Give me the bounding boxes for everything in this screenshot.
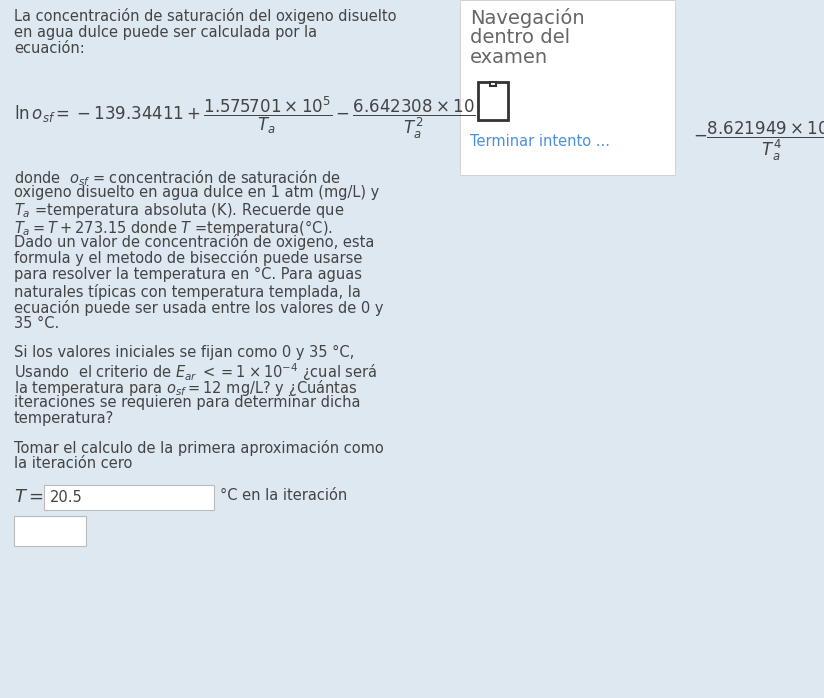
Text: oxigeno disuelto en agua dulce en 1 atm (mg/L) y: oxigeno disuelto en agua dulce en 1 atm …	[14, 184, 379, 200]
Text: $\ln o_{sf} = -139.34411 + \dfrac{1.575701 \times 10^5}{T_a} - \dfrac{6.642308 \: $\ln o_{sf} = -139.34411 + \dfrac{1.5757…	[14, 95, 475, 141]
Text: Navegación: Navegación	[470, 8, 584, 28]
Text: la temperatura para $o_{sf} = 12$ mg/L? y ¿Cuántas: la temperatura para $o_{sf} = 12$ mg/L? …	[14, 378, 358, 398]
Bar	[478, 82, 508, 120]
FancyBboxPatch shape	[44, 484, 214, 510]
Text: $T_a = T + 273.15$ donde $T$ =temperatura(°C).: $T_a = T + 273.15$ donde $T$ =temperatur…	[14, 218, 333, 237]
Bar	[0, 0, 460, 698]
Text: $- \dfrac{8.621949 \times 10^1}{T_a^4}$: $- \dfrac{8.621949 \times 10^1}{T_a^4}$	[693, 117, 824, 163]
Text: Terminar intento ...: Terminar intento ...	[470, 134, 610, 149]
Text: $T =$: $T =$	[14, 489, 44, 507]
Text: Dado un valor de concentración de oxigeno, esta: Dado un valor de concentración de oxigen…	[14, 234, 374, 250]
Text: 35 °C.: 35 °C.	[14, 316, 59, 332]
Text: temperatura?: temperatura?	[14, 411, 115, 426]
Text: Si los valores iniciales se fijan como 0 y 35 °C,: Si los valores iniciales se fijan como 0…	[14, 345, 354, 360]
Bar	[490, 82, 496, 86]
Text: examen: examen	[470, 48, 548, 67]
Text: °C en la iteración: °C en la iteración	[220, 489, 347, 503]
Text: donde  $o_{sf}$ = concentración de saturación de: donde $o_{sf}$ = concentración de satura…	[14, 168, 341, 188]
Text: la iteración cero: la iteración cero	[14, 456, 133, 471]
Text: formula y el metodo de bisección puede usarse: formula y el metodo de bisección puede u…	[14, 251, 363, 267]
Bar	[675, 0, 824, 698]
Text: iteraciones se requieren para determinar dicha: iteraciones se requieren para determinar…	[14, 394, 360, 410]
Text: 20.5: 20.5	[50, 489, 82, 505]
FancyBboxPatch shape	[14, 516, 86, 546]
Text: en agua dulce puede ser calculada por la: en agua dulce puede ser calculada por la	[14, 24, 317, 40]
Text: La concentración de saturación del oxigeno disuelto: La concentración de saturación del oxige…	[14, 8, 396, 24]
Bar	[460, 0, 675, 175]
Text: Usando  el criterio de $E_{ar}$ $<= 1 \times 10^{-4}$ ¿cual será: Usando el criterio de $E_{ar}$ $<= 1 \ti…	[14, 362, 377, 383]
Text: naturales típicas con temperatura templada, la: naturales típicas con temperatura templa…	[14, 283, 361, 299]
Text: Tomar el calculo de la primera aproximación como: Tomar el calculo de la primera aproximac…	[14, 440, 384, 456]
Text: $T_a$ =temperatura absoluta (K). Recuerde que: $T_a$ =temperatura absoluta (K). Recuerd…	[14, 201, 344, 220]
Text: dentro del: dentro del	[470, 28, 570, 47]
Text: ecuación:: ecuación:	[14, 41, 85, 56]
Text: ecuación puede ser usada entre los valores de 0 y: ecuación puede ser usada entre los valor…	[14, 300, 383, 316]
Text: para resolver la temperatura en °C. Para aguas: para resolver la temperatura en °C. Para…	[14, 267, 362, 282]
